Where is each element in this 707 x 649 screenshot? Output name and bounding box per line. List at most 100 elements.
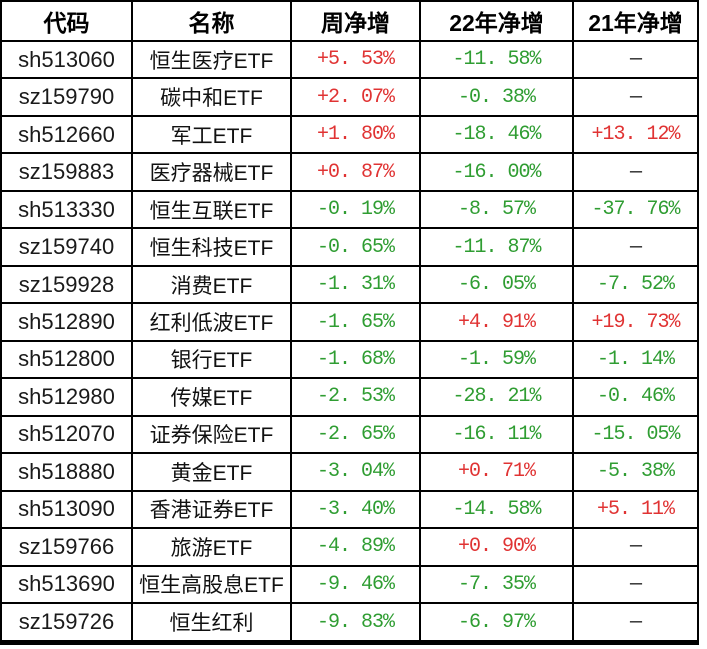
name-cell: 传媒ETF: [131, 377, 292, 417]
y22-cell: -16. 00%: [419, 152, 574, 192]
week-cell: -2. 53%: [290, 377, 421, 417]
y21-cell: -1. 14%: [572, 339, 699, 380]
week-cell: -9. 83%: [290, 602, 421, 644]
code-cell: sh512070: [0, 414, 133, 455]
y21-cell: +5. 11%: [572, 489, 699, 530]
name-cell: 证券保险ETF: [131, 414, 292, 455]
name-cell: 消费ETF: [131, 264, 292, 305]
code-cell: sh518880: [0, 452, 133, 492]
week-cell: -0. 19%: [290, 189, 421, 230]
column-header-y22: 22年净增: [419, 0, 574, 42]
name-cell: 恒生医疗ETF: [131, 39, 292, 80]
week-cell: -1. 68%: [290, 339, 421, 380]
table-row: sz159928 消费ETF -1. 31% -6. 05% -7. 52%: [0, 264, 699, 305]
table-row: sz159726 恒生红利 -9. 83% -6. 97% —: [0, 602, 699, 644]
y21-cell: -7. 52%: [572, 264, 699, 305]
week-cell: +0. 87%: [290, 152, 421, 192]
y21-cell: —: [572, 227, 699, 267]
y22-cell: -0. 38%: [419, 77, 574, 117]
y21-cell: —: [572, 527, 699, 567]
table-row: sh512660 军工ETF +1. 80% -18. 46% +13. 12%: [0, 114, 699, 155]
table-row: sh513090 香港证券ETF -3. 40% -14. 58% +5. 11%: [0, 489, 699, 530]
week-cell: +5. 53%: [290, 39, 421, 80]
table-row: sh512070 证券保险ETF -2. 65% -16. 11% -15. 05%: [0, 414, 699, 455]
code-cell: sh512980: [0, 377, 133, 417]
code-cell: sh513690: [0, 564, 133, 605]
y21-cell: -5. 38%: [572, 452, 699, 492]
y22-cell: -7. 35%: [419, 564, 574, 605]
code-cell: sz159928: [0, 264, 133, 305]
table-row: sz159740 恒生科技ETF -0. 65% -11. 87% —: [0, 227, 699, 267]
header-row: 代码 名称 周净增 22年净增 21年净增: [0, 0, 699, 42]
name-cell: 旅游ETF: [131, 527, 292, 567]
week-cell: -1. 65%: [290, 302, 421, 342]
name-cell: 医疗器械ETF: [131, 152, 292, 192]
y21-cell: -37. 76%: [572, 189, 699, 230]
week-cell: -2. 65%: [290, 414, 421, 455]
y22-cell: -11. 87%: [419, 227, 574, 267]
y21-cell: -0. 46%: [572, 377, 699, 417]
table-row: sz159766 旅游ETF -4. 89% +0. 90% —: [0, 527, 699, 567]
week-cell: -3. 40%: [290, 489, 421, 530]
name-cell: 碳中和ETF: [131, 77, 292, 117]
week-cell: -9. 46%: [290, 564, 421, 605]
week-cell: -3. 04%: [290, 452, 421, 492]
table-row: sz159790 碳中和ETF +2. 07% -0. 38% —: [0, 77, 699, 117]
y21-cell: +13. 12%: [572, 114, 699, 155]
code-cell: sh513330: [0, 189, 133, 230]
table-row: sh513060 恒生医疗ETF +5. 53% -11. 58% —: [0, 39, 699, 80]
y21-cell: —: [572, 564, 699, 605]
y22-cell: -18. 46%: [419, 114, 574, 155]
table-row: sh518880 黄金ETF -3. 04% +0. 71% -5. 38%: [0, 452, 699, 492]
y22-cell: -14. 58%: [419, 489, 574, 530]
table-row: sh513690 恒生高股息ETF -9. 46% -7. 35% —: [0, 564, 699, 605]
y22-cell: -6. 97%: [419, 602, 574, 644]
code-cell: sz159726: [0, 602, 133, 644]
y22-cell: -8. 57%: [419, 189, 574, 230]
y22-cell: -6. 05%: [419, 264, 574, 305]
code-cell: sh512890: [0, 302, 133, 342]
y22-cell: +0. 71%: [419, 452, 574, 492]
y22-cell: +0. 90%: [419, 527, 574, 567]
code-cell: sz159883: [0, 152, 133, 192]
table-row: sh512800 银行ETF -1. 68% -1. 59% -1. 14%: [0, 339, 699, 380]
y22-cell: -1. 59%: [419, 339, 574, 380]
name-cell: 香港证券ETF: [131, 489, 292, 530]
column-header-y21: 21年净增: [572, 0, 699, 42]
week-cell: +1. 80%: [290, 114, 421, 155]
name-cell: 银行ETF: [131, 339, 292, 380]
name-cell: 恒生互联ETF: [131, 189, 292, 230]
y22-cell: +4. 91%: [419, 302, 574, 342]
y21-cell: +19. 73%: [572, 302, 699, 342]
code-cell: sh513090: [0, 489, 133, 530]
code-cell: sz159790: [0, 77, 133, 117]
column-header-code: 代码: [0, 0, 133, 42]
week-cell: -0. 65%: [290, 227, 421, 267]
code-cell: sz159740: [0, 227, 133, 267]
y21-cell: —: [572, 39, 699, 80]
y21-cell: —: [572, 602, 699, 644]
name-cell: 军工ETF: [131, 114, 292, 155]
code-cell: sz159766: [0, 527, 133, 567]
table-row: sz159883 医疗器械ETF +0. 87% -16. 00% —: [0, 152, 699, 192]
name-cell: 恒生科技ETF: [131, 227, 292, 267]
table-row: sh513330 恒生互联ETF -0. 19% -8. 57% -37. 76%: [0, 189, 699, 230]
week-cell: +2. 07%: [290, 77, 421, 117]
y22-cell: -11. 58%: [419, 39, 574, 80]
name-cell: 恒生红利: [131, 602, 292, 644]
week-cell: -1. 31%: [290, 264, 421, 305]
name-cell: 黄金ETF: [131, 452, 292, 492]
table-row: sh512980 传媒ETF -2. 53% -28. 21% -0. 46%: [0, 377, 699, 417]
name-cell: 红利低波ETF: [131, 302, 292, 342]
code-cell: sh512660: [0, 114, 133, 155]
column-header-week: 周净增: [290, 0, 421, 42]
y21-cell: —: [572, 77, 699, 117]
y21-cell: —: [572, 152, 699, 192]
y21-cell: -15. 05%: [572, 414, 699, 455]
code-cell: sh513060: [0, 39, 133, 80]
y22-cell: -28. 21%: [419, 377, 574, 417]
code-cell: sh512800: [0, 339, 133, 380]
week-cell: -4. 89%: [290, 527, 421, 567]
